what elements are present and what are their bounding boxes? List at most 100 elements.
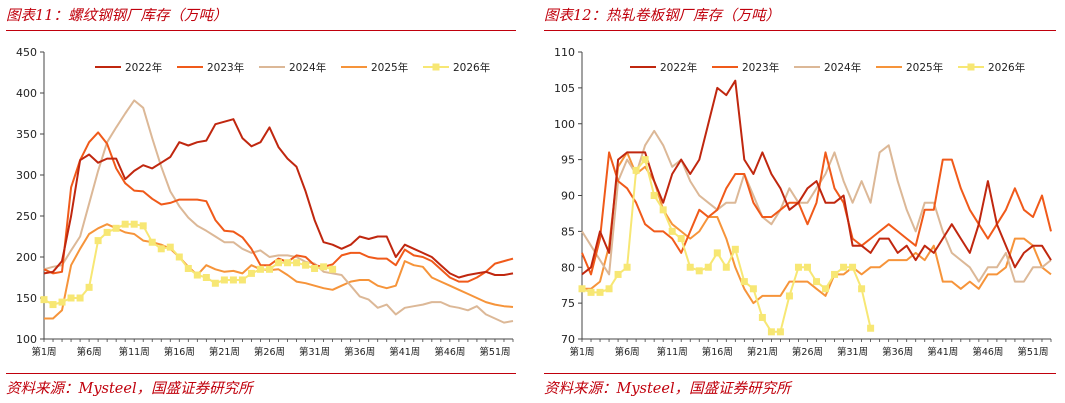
y-tick-label: 110 bbox=[554, 46, 575, 59]
y-tick-label: 90 bbox=[561, 190, 575, 203]
data-point bbox=[794, 263, 802, 271]
x-tick-label: 第51周 bbox=[1017, 346, 1048, 358]
chart-title: 图表11：螺纹钢钢厂库存（万吨） bbox=[6, 8, 228, 24]
series-line-2026年 bbox=[581, 158, 872, 333]
series-line-2024年 bbox=[43, 99, 514, 324]
data-point bbox=[211, 279, 219, 287]
x-tick-label: 第41周 bbox=[927, 346, 958, 358]
data-point bbox=[193, 271, 201, 279]
x-tick-label: 第16周 bbox=[164, 346, 195, 358]
data-point bbox=[157, 245, 165, 253]
data-point bbox=[85, 283, 93, 291]
source-note: 资料来源：Mysteel，国盛证券研究所 bbox=[6, 381, 253, 397]
data-point bbox=[76, 294, 84, 302]
source-rule bbox=[6, 373, 516, 374]
legend-label: 2022年 bbox=[660, 61, 697, 74]
title-rule bbox=[6, 30, 516, 31]
legend-label: 2025年 bbox=[371, 61, 408, 74]
data-point bbox=[767, 328, 775, 336]
data-point bbox=[605, 285, 613, 293]
y-tick-label: 350 bbox=[16, 128, 37, 141]
data-point bbox=[184, 264, 192, 272]
series-line-2023年 bbox=[43, 131, 514, 283]
legend-label: 2022年 bbox=[125, 61, 162, 74]
y-tick-label: 300 bbox=[16, 169, 37, 182]
data-point bbox=[293, 259, 301, 267]
legend-label: 2024年 bbox=[824, 61, 861, 74]
data-point bbox=[858, 285, 866, 293]
data-point bbox=[220, 276, 228, 284]
x-tick-label: 第21周 bbox=[747, 346, 778, 358]
source-rule bbox=[544, 373, 1056, 374]
x-tick-label: 第6周 bbox=[77, 346, 102, 358]
x-tick-label: 第46周 bbox=[972, 346, 1003, 358]
data-point bbox=[320, 263, 328, 271]
data-point bbox=[650, 192, 658, 199]
data-point bbox=[668, 227, 676, 235]
x-tick-label: 第11周 bbox=[119, 346, 150, 358]
data-point bbox=[238, 276, 246, 284]
data-point bbox=[785, 292, 793, 300]
source-note: 资料来源：Mysteel，国盛证券研究所 bbox=[544, 381, 791, 397]
x-tick-label: 第1周 bbox=[31, 346, 56, 358]
legend-marker bbox=[967, 63, 975, 71]
data-point bbox=[677, 235, 685, 243]
y-tick-label: 150 bbox=[16, 292, 37, 305]
data-point bbox=[166, 243, 174, 251]
x-tick-label: 第36周 bbox=[344, 346, 375, 358]
x-tick-label: 第11周 bbox=[657, 346, 688, 358]
series-line-2025年 bbox=[582, 151, 1052, 305]
series-line-2025年 bbox=[44, 223, 514, 320]
data-point bbox=[578, 285, 586, 293]
data-point bbox=[275, 259, 282, 267]
data-point bbox=[849, 263, 857, 271]
data-point bbox=[659, 206, 667, 214]
y-tick-label: 80 bbox=[561, 261, 575, 274]
legend-label: 2026年 bbox=[453, 61, 490, 74]
y-tick-label: 250 bbox=[16, 210, 37, 223]
data-point bbox=[695, 267, 703, 275]
x-tick-label: 第26周 bbox=[254, 346, 285, 358]
data-point bbox=[148, 238, 156, 246]
legend-label: 2023年 bbox=[207, 61, 244, 74]
y-tick-label: 100 bbox=[16, 333, 37, 346]
x-tick-label: 第41周 bbox=[389, 346, 420, 358]
data-point bbox=[749, 285, 757, 293]
data-point bbox=[596, 288, 604, 296]
data-point bbox=[813, 278, 820, 286]
legend-label: 2023年 bbox=[742, 61, 779, 74]
y-tick-label: 85 bbox=[561, 225, 575, 238]
data-point bbox=[58, 298, 66, 306]
data-point bbox=[256, 265, 264, 273]
data-point bbox=[103, 228, 111, 236]
data-point bbox=[632, 166, 640, 174]
y-tick-label: 100 bbox=[554, 118, 575, 131]
y-tick-label: 450 bbox=[16, 46, 37, 59]
data-point bbox=[731, 245, 739, 253]
data-point bbox=[686, 263, 694, 271]
series-line-2022年 bbox=[43, 118, 514, 279]
data-point bbox=[302, 261, 310, 269]
data-point bbox=[803, 263, 811, 271]
x-tick-label: 第46周 bbox=[434, 346, 465, 358]
data-point bbox=[67, 294, 75, 302]
chart-title: 图表12：热轧卷板钢厂库存（万吨） bbox=[544, 8, 780, 24]
data-point bbox=[867, 324, 875, 332]
data-point bbox=[329, 265, 337, 273]
series-line-2024年 bbox=[581, 129, 1052, 283]
legend-label: 2026年 bbox=[988, 61, 1025, 74]
x-tick-label: 第36周 bbox=[882, 346, 913, 358]
y-tick-label: 400 bbox=[16, 87, 37, 100]
data-point bbox=[311, 264, 319, 272]
data-point bbox=[831, 270, 839, 278]
data-point bbox=[840, 263, 848, 271]
data-point bbox=[641, 156, 649, 164]
data-point bbox=[623, 263, 631, 271]
title-rule bbox=[544, 30, 1056, 31]
data-point bbox=[229, 276, 237, 284]
y-tick-label: 200 bbox=[16, 251, 37, 264]
data-point bbox=[139, 222, 147, 230]
series-line-2023年 bbox=[581, 151, 1052, 276]
data-point bbox=[94, 237, 102, 245]
legend-label: 2024年 bbox=[289, 61, 326, 74]
